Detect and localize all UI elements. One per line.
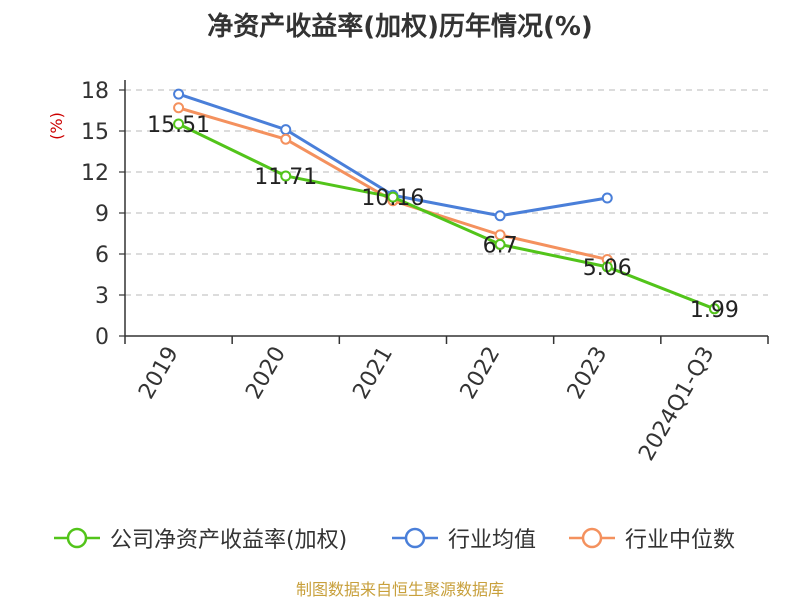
series-line-0 [177, 122, 715, 311]
data-label-4: 5.06 [583, 256, 632, 281]
data-label-3: 6.7 [483, 233, 518, 258]
x-tick-label-5: 2024Q1-Q3 [634, 343, 719, 466]
y-tick-label-0: 0 [95, 325, 109, 350]
y-tick-label-15: 15 [81, 120, 109, 145]
data-point-s0-4 [601, 261, 613, 273]
y-tick-label-18: 18 [81, 79, 109, 104]
data-point-s1-4 [601, 192, 613, 204]
legend-label-company-roe: 公司净资产收益率(加权) [110, 528, 348, 553]
legend-marker-blue-icon [392, 527, 438, 549]
data-point-s2-1 [280, 133, 292, 145]
data-point-s0-1 [280, 170, 292, 182]
y-tick-label-6: 6 [95, 243, 109, 268]
x-tick-label-2: 2021 [348, 343, 398, 404]
y-tick-label-12: 12 [81, 161, 109, 186]
chart-title: 净资产收益率(加权)历年情况(%) [207, 12, 593, 42]
axes: 0 3 6 9 12 15 18 2019 2020 2021 2022 2023 2024Q1-Q3 [81, 79, 769, 466]
data-point-s2-0 [173, 102, 185, 114]
source-note: 制图数据来自恒生聚源数据库 [295, 580, 504, 599]
y-tick-label-9: 9 [95, 202, 109, 227]
legend-item-company-roe[interactable]: 公司净资产收益率(加权) [52, 518, 347, 558]
x-tick-label-4: 2023 [563, 343, 613, 404]
data-label-1: 11.71 [254, 165, 317, 190]
legend-item-industry-median[interactable]: 行业中位数 [567, 518, 735, 558]
data-point-s1-1 [280, 124, 292, 136]
x-tick-label-1: 2020 [241, 343, 291, 404]
grid-lines [125, 89, 768, 296]
data-point-s1-3 [494, 210, 506, 222]
data-point-s0-0 [173, 118, 185, 130]
legend-label-industry-median: 行业中位数 [625, 528, 736, 553]
data-point-s0-2 [387, 191, 399, 203]
data-labels: 15.51 11.71 10.16 6.7 5.06 1.99 [147, 113, 739, 323]
x-tick-label-3: 2022 [456, 343, 506, 404]
data-point-s1-0 [173, 88, 185, 100]
legend-marker-orange-icon [569, 527, 615, 549]
y-axis-label: (%) [47, 112, 66, 140]
legend-marker-green-icon [54, 527, 100, 549]
legend-item-industry-mean[interactable]: 行业均值 [390, 518, 536, 558]
legend-label-industry-mean: 行业均值 [448, 528, 537, 553]
data-label-2: 10.16 [361, 186, 424, 211]
legend: 公司净资产收益率(加权) 行业均值 行业中位数 [0, 518, 800, 558]
y-tick-label-3: 3 [95, 284, 109, 309]
data-point-s0-3 [494, 238, 506, 250]
data-label-0: 15.51 [147, 113, 210, 138]
data-point-s0-5 [708, 303, 720, 315]
data-label-5: 1.99 [690, 298, 739, 323]
x-tick-label-0: 2019 [134, 343, 184, 404]
series-lines [173, 88, 720, 315]
